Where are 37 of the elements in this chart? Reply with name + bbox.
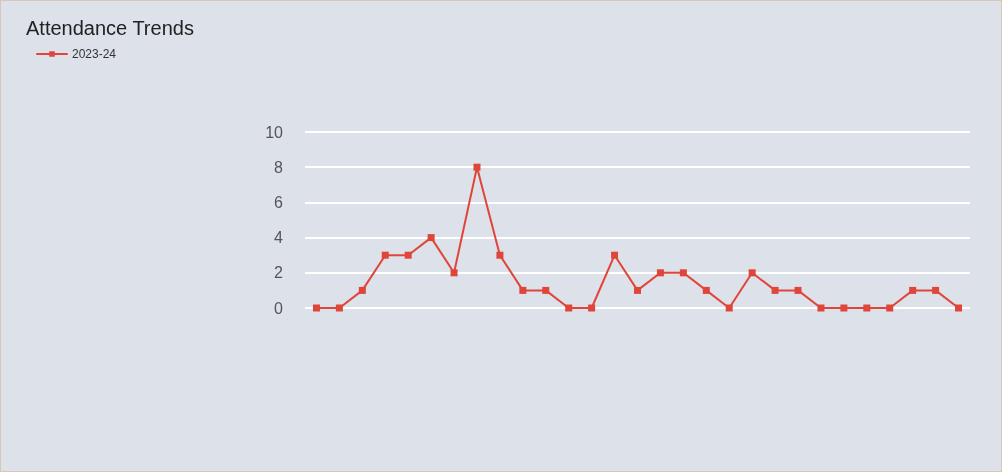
point (679, 269, 687, 277)
point (702, 286, 710, 294)
point (725, 304, 733, 312)
point (542, 286, 550, 294)
point (335, 304, 343, 312)
point (473, 163, 481, 171)
y-tick-label: 2 (274, 264, 284, 282)
point (611, 251, 619, 259)
point (932, 286, 940, 294)
y-tick-label: 10 (265, 123, 284, 141)
point (427, 234, 435, 242)
point (381, 251, 389, 259)
point (886, 304, 894, 312)
point (955, 304, 963, 312)
point (771, 286, 779, 294)
point (840, 304, 848, 312)
text: Attendance Trends (26, 17, 194, 39)
point (748, 269, 756, 277)
legend-label: 2023-24 (72, 47, 117, 61)
y-tick-label: 4 (274, 229, 284, 247)
point (588, 304, 596, 312)
point (450, 269, 458, 277)
point (634, 286, 641, 294)
point (909, 286, 917, 294)
point (817, 304, 825, 312)
point (312, 304, 320, 312)
y-tick-label: 6 (274, 193, 284, 211)
point (565, 304, 573, 312)
point (404, 251, 412, 259)
point (794, 286, 802, 294)
point (863, 304, 871, 312)
point (519, 286, 527, 294)
point (656, 269, 664, 277)
y-tick-label: 8 (274, 158, 284, 176)
point (358, 286, 366, 294)
point (496, 251, 504, 259)
y-tick-label: 0 (274, 299, 284, 317)
